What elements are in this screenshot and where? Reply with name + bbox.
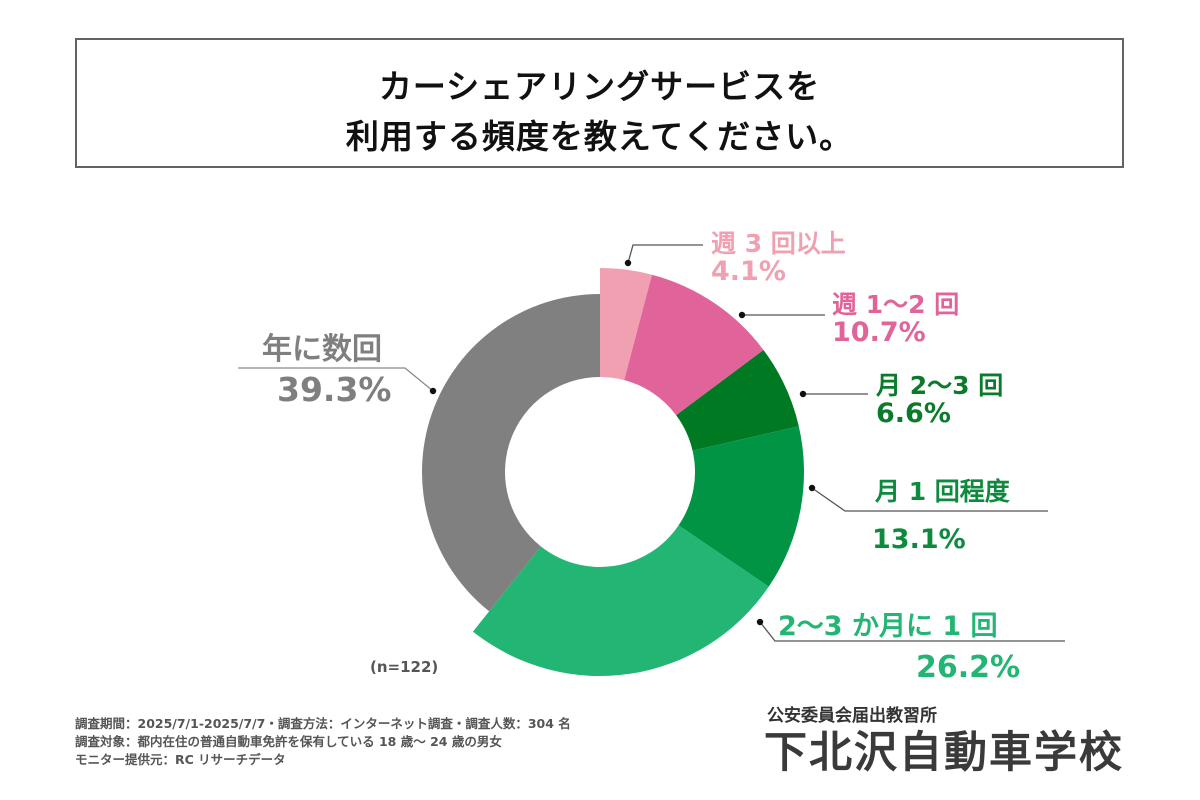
label-monthly-2-3: 月 2〜3 回 xyxy=(876,371,1004,400)
label-monthly-1: 月 1 回程度 xyxy=(875,477,1010,506)
leader-weekly-1-2-dot xyxy=(738,311,746,319)
leader-every-2-3-months xyxy=(759,621,1065,642)
leader-weekly-3plus-dot xyxy=(624,259,632,267)
chart-title-line-1: カーシェアリングサービスを xyxy=(378,67,821,106)
leader-monthly-1-dot xyxy=(808,484,816,492)
leader-few-times-year xyxy=(238,367,434,392)
label-weekly-3plus: 週 3 回以上 xyxy=(711,229,846,258)
value-monthly-2-3: 6.6% xyxy=(876,398,951,429)
slice-monthly-1 xyxy=(678,426,804,587)
sample-size-note: (n=122) xyxy=(370,658,439,676)
value-weekly-3plus: 4.1% xyxy=(711,256,786,287)
slice-few-times-year xyxy=(421,294,600,612)
school-subtitle: 公安委員会届出教習所 xyxy=(767,706,937,726)
leader-monthly-2-3-dot xyxy=(799,390,807,398)
value-few-times-year: 39.3% xyxy=(277,370,392,409)
footer-survey-period: 調査期間：2025/7/1-2025/7/7・調査方法：インターネット調査・調査… xyxy=(75,716,571,731)
value-weekly-1-2: 10.7% xyxy=(832,317,926,348)
leader-every-2-3-months-dot xyxy=(756,618,764,626)
leader-monthly-1 xyxy=(811,487,1048,512)
slice-weekly-3plus xyxy=(600,268,652,381)
leader-weekly-3plus xyxy=(627,244,703,264)
slice-every-2-3-months xyxy=(472,525,769,676)
school-logo-name: 下北沢自動車学校 xyxy=(764,728,1124,778)
label-every-2-3-months: 2〜3 か月に 1 回 xyxy=(778,611,998,642)
title-box: カーシェアリングサービスを 利用する頻度を教えてください。 xyxy=(75,38,1124,168)
chart-title-line-2: 利用する頻度を教えてください。 xyxy=(345,117,854,156)
label-weekly-1-2: 週 1〜2 回 xyxy=(832,290,960,319)
footer-monitor-source: モニター提供元：RC リサーチデータ xyxy=(75,752,286,767)
label-few-times-year: 年に数回 xyxy=(262,332,382,367)
slice-monthly-2-3 xyxy=(676,350,799,451)
value-every-2-3-months: 26.2% xyxy=(916,650,1021,685)
value-monthly-1: 13.1% xyxy=(872,524,966,555)
footer-survey-target: 調査対象：都内在住の普通自動車免許を保有している 18 歳～ 24 歳の男女 xyxy=(75,734,502,749)
slice-weekly-1-2 xyxy=(624,274,764,416)
leader-few-times-year-dot xyxy=(429,387,437,395)
